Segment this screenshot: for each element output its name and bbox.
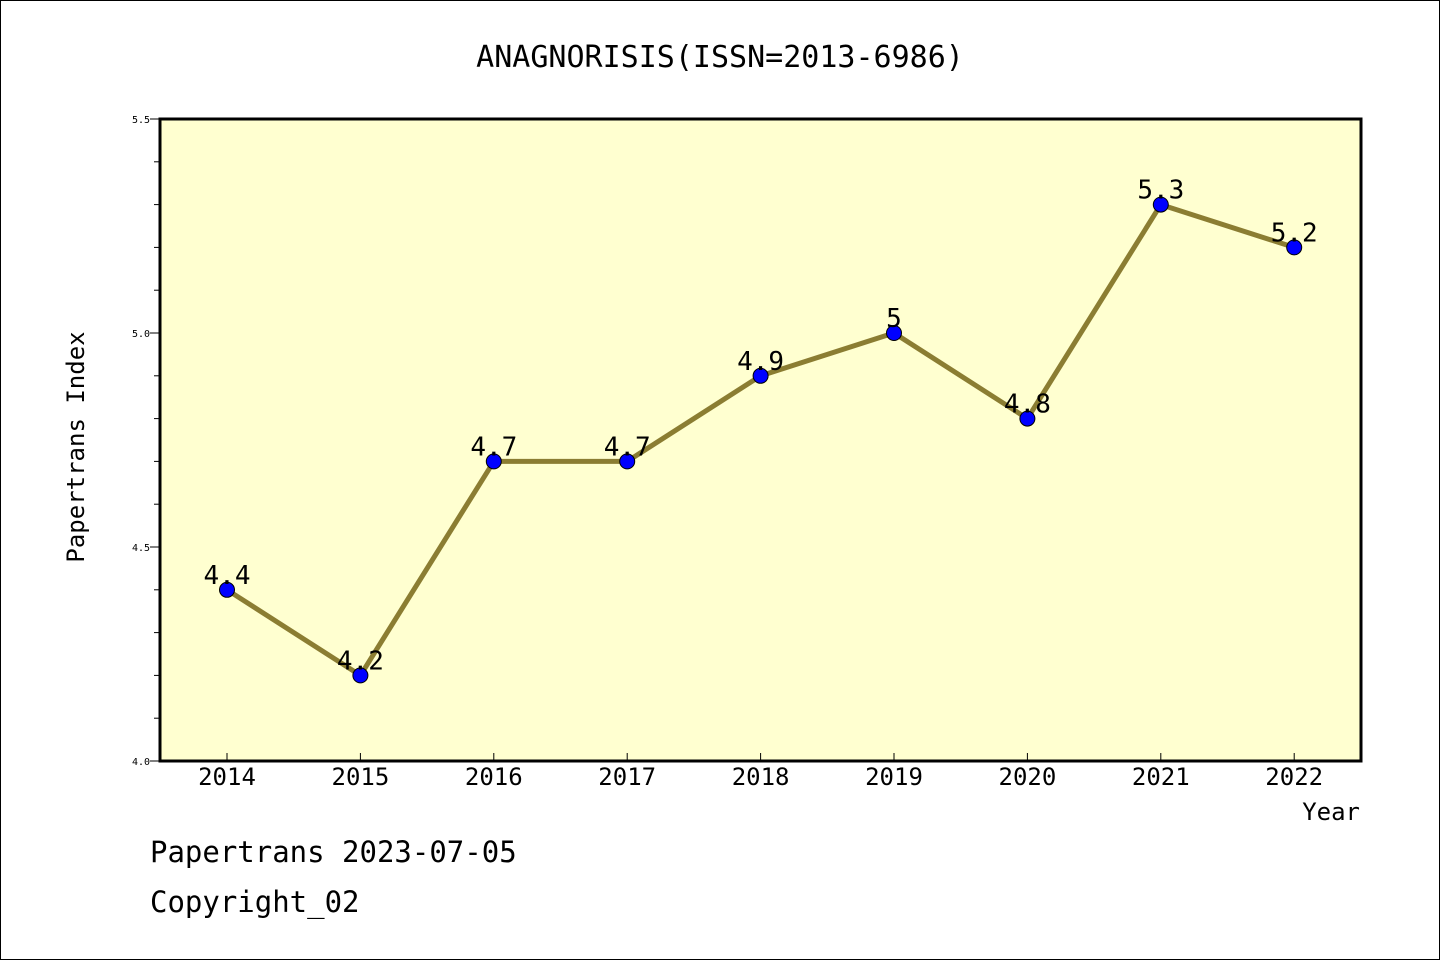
data-point — [886, 325, 902, 341]
x-tick-label: 2021 — [1132, 763, 1190, 791]
y-axis-label: Papertrans Index — [62, 331, 90, 562]
data-label: 4.7 — [470, 432, 517, 462]
x-tick-label: 2020 — [999, 763, 1057, 791]
data-point — [352, 667, 369, 684]
x-axis-label: Year — [1302, 798, 1360, 826]
data-labels: 4.4 4.2 4.7 4.7 4.9 5 4.8 5.3 5.2 — [204, 176, 1318, 677]
data-label: 4.7 — [604, 432, 651, 462]
y-tick-label: 5.0 — [132, 329, 150, 340]
data-point — [1019, 410, 1036, 427]
plot-area — [158, 117, 1363, 763]
x-tick-label: 2014 — [198, 763, 256, 791]
data-label: 4.8 — [1004, 390, 1051, 420]
footer-date: Papertrans 2023-07-05 — [150, 835, 517, 869]
x-tick-label: 2019 — [865, 763, 923, 791]
x-axis-ticks: 2014 2015 2016 2017 2018 2019 2020 2021 2022 — [198, 753, 1323, 791]
data-label: 5.3 — [1137, 176, 1184, 206]
data-point — [752, 367, 769, 384]
data-point — [619, 453, 636, 470]
x-tick-label: 2022 — [1265, 763, 1323, 791]
y-tick-label: 4.0 — [132, 757, 150, 768]
chart-title: ANAGNORISIS(ISSN=2013-6986) — [476, 40, 964, 75]
data-label: 4.4 — [204, 561, 251, 591]
x-tick-label: 2016 — [465, 763, 523, 791]
data-label: 4.2 — [337, 646, 384, 676]
x-tick-label: 2017 — [598, 763, 656, 791]
data-point — [485, 453, 502, 470]
y-tick-label: 5.5 — [132, 115, 150, 126]
x-tick-label: 2018 — [732, 763, 790, 791]
data-point — [1286, 239, 1303, 256]
y-axis-ticks: 4.0 4.5 5.0 5.5 — [132, 115, 160, 768]
data-point — [219, 581, 235, 598]
data-label: 5.2 — [1271, 218, 1318, 248]
data-label: 5 — [886, 304, 902, 334]
data-markers — [219, 196, 1303, 684]
footer-copyright: Copyright_02 — [150, 885, 360, 919]
y-tick-label: 4.5 — [132, 543, 150, 554]
data-label: 4.9 — [737, 347, 784, 377]
data-point — [1152, 196, 1169, 213]
x-tick-label: 2015 — [332, 763, 390, 791]
